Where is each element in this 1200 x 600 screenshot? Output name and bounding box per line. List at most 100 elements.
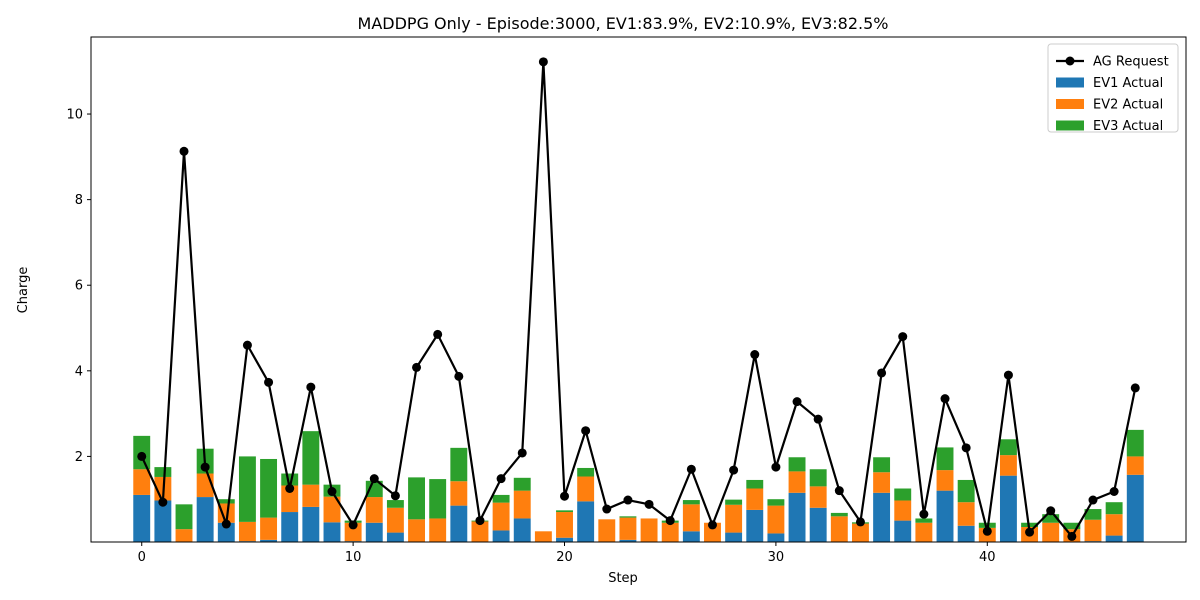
- ag-request-point-9: [327, 487, 337, 496]
- bar-ev3-step-5: [238, 456, 256, 522]
- bar-ev3-step-29: [746, 479, 764, 489]
- bar-ev3-step-4: [217, 499, 235, 504]
- x-tick-label: 30: [768, 550, 785, 565]
- bar-ev2-step-45: [1084, 519, 1102, 542]
- ag-request-point-37: [919, 509, 929, 519]
- bar-ev2-step-41: [999, 455, 1017, 476]
- bar-ev2-step-8: [302, 484, 320, 507]
- x-axis: 0 10 20 30 40: [138, 542, 996, 565]
- ag-request-point-23: [623, 495, 633, 505]
- ag-request-point-19: [538, 57, 548, 67]
- ag-request-point-17: [496, 474, 506, 484]
- bar-ev2-step-12: [386, 507, 404, 533]
- ag-request-line: [140, 60, 1137, 538]
- bar-ev3-step-15: [450, 447, 468, 482]
- bar-ev2-step-46: [1105, 514, 1123, 536]
- ag-request-point-20: [560, 491, 570, 501]
- bar-ev3-step-30: [767, 499, 785, 506]
- bar-ev1-step-47: [1126, 474, 1144, 542]
- bar-ev3-step-6: [260, 458, 278, 518]
- bar-ev1-step-0: [133, 494, 151, 542]
- legend-label-ev3: EV3 Actual: [1093, 119, 1163, 134]
- bar-ev2-step-38: [936, 470, 954, 491]
- bar-ev3-step-18: [513, 477, 531, 491]
- ag-request-point-10: [348, 520, 358, 530]
- bar-ev3-step-23: [619, 516, 637, 518]
- bar-ev1-step-6: [260, 539, 278, 542]
- ag-request-point-39: [961, 443, 971, 453]
- bar-ev1-step-35: [873, 492, 891, 542]
- bar-ev2-step-34: [852, 523, 869, 542]
- ag-request-point-31: [792, 397, 802, 407]
- ag-request-point-44: [1067, 531, 1077, 541]
- x-tick-label: 40: [979, 550, 996, 565]
- bar-ev3-step-46: [1105, 502, 1123, 515]
- bar-ev3-step-39: [957, 479, 975, 503]
- bar-ev3-step-38: [936, 447, 954, 471]
- legend-swatch-ev2: [1056, 99, 1084, 109]
- bar-ev3-step-7: [281, 473, 299, 486]
- bar-ev2-step-7: [281, 485, 299, 513]
- legend-swatch-ev1: [1056, 77, 1084, 88]
- bar-ev3-step-35: [873, 457, 891, 473]
- ag-request-point-2: [179, 146, 189, 156]
- ag-request-point-21: [581, 426, 591, 436]
- ag-request-point-1: [158, 497, 168, 507]
- bar-ev3-step-44: [1063, 522, 1081, 530]
- bar-ev2-step-25: [661, 522, 679, 542]
- legend-label-ag-request: AG Request: [1093, 55, 1169, 70]
- bar-ev2-step-0: [133, 469, 151, 495]
- line-layer: [137, 57, 1140, 541]
- ag-request-point-15: [454, 371, 464, 381]
- bar-ev1-step-46: [1105, 535, 1123, 542]
- bar-ev3-step-21: [577, 467, 595, 477]
- ag-request-point-14: [433, 329, 443, 339]
- bar-ev1-step-1: [154, 500, 172, 542]
- bar-ev3-step-36: [894, 488, 912, 501]
- y-tick-label: 2: [75, 450, 83, 465]
- ag-request-point-45: [1088, 495, 1098, 505]
- bar-ev1-step-39: [957, 525, 975, 542]
- ag-request-point-38: [940, 394, 950, 404]
- legend-box: [1047, 43, 1179, 133]
- bar-ev3-step-12: [386, 500, 404, 508]
- bar-ev1-step-11: [365, 522, 383, 542]
- bar-ev2-step-43: [1042, 522, 1060, 542]
- bar-ev3-step-31: [788, 457, 806, 472]
- bar-ev1-step-3: [196, 497, 214, 542]
- bar-ev2-step-2: [175, 529, 193, 542]
- bar-ev1-step-12: [386, 532, 404, 542]
- legend-label-ev2: EV2 Actual: [1093, 98, 1163, 113]
- bar-ev2-step-5: [238, 521, 256, 542]
- bar-ev2-step-31: [788, 471, 806, 493]
- bar-ev3-step-28: [725, 499, 743, 505]
- ag-request-point-40: [982, 526, 992, 536]
- y-tick-label: 10: [66, 108, 83, 123]
- ag-request-point-4: [221, 519, 231, 529]
- bar-ev1-step-21: [577, 501, 595, 542]
- bar-ev2-step-33: [830, 516, 848, 542]
- x-tick-label: 20: [556, 550, 573, 565]
- bar-ev2-step-19: [534, 531, 552, 542]
- ag-request-point-13: [412, 362, 422, 372]
- x-axis-label: Step: [608, 571, 638, 586]
- bar-ev1-step-26: [682, 531, 700, 542]
- ag-request-point-34: [855, 517, 865, 527]
- bar-ev1-step-28: [725, 532, 743, 542]
- bar-ev1-step-31: [788, 492, 806, 542]
- ag-request-point-3: [200, 462, 210, 472]
- bar-ev1-step-29: [746, 509, 764, 542]
- bar-ev3-step-45: [1084, 509, 1102, 520]
- ag-request-point-36: [898, 332, 908, 342]
- ag-request-point-35: [877, 368, 887, 378]
- plot-frame: [90, 36, 1187, 543]
- bar-ev3-step-11: [365, 480, 383, 498]
- ag-request-point-16: [475, 516, 485, 526]
- ag-request-point-12: [390, 491, 400, 501]
- ag-request-point-43: [1046, 506, 1056, 516]
- bar-ev2-step-20: [556, 512, 573, 538]
- bar-ev2-step-37: [915, 522, 933, 542]
- ag-request-point-41: [1003, 370, 1013, 380]
- y-tick-label: 4: [75, 364, 83, 379]
